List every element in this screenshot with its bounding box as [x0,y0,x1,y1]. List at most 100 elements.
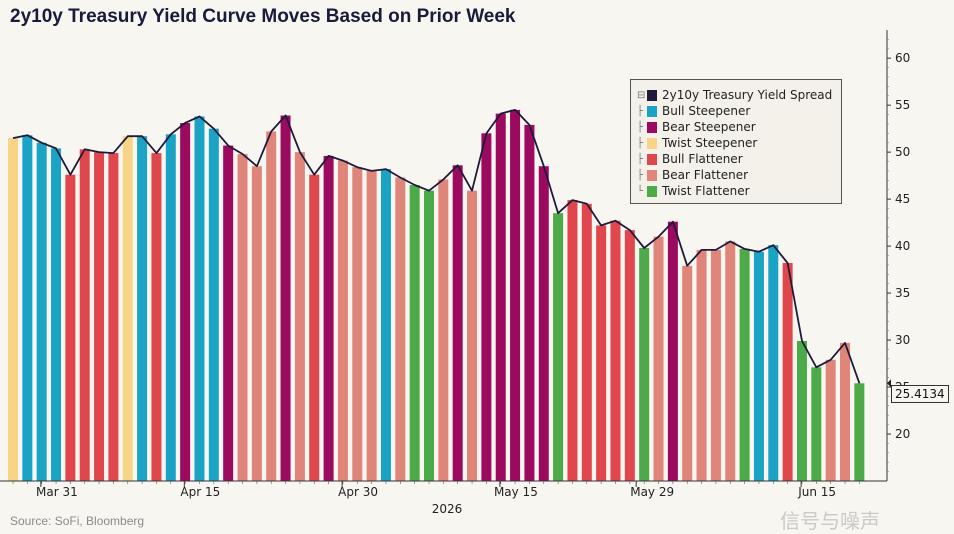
tree-branch-icon: ├ [637,169,644,181]
bar [467,190,478,481]
legend-item: ├ Twist Steepener [637,135,757,151]
bar [180,123,191,482]
bar [825,359,836,481]
tree-branch-icon: └ [637,185,644,197]
bar [51,148,62,481]
bar [567,200,578,482]
bar [208,128,219,481]
bar [8,138,18,482]
bar [682,265,693,481]
bar [710,249,721,481]
legend-item: ├ Bear Steepener [637,119,756,135]
bar [65,174,76,481]
tree-branch-icon: ├ [637,105,644,117]
bar [610,220,621,481]
legend-label: Twist Flattener [662,184,750,198]
bar [753,251,764,481]
bar [194,116,205,482]
x-tick-label: Jun 15 [797,485,836,499]
legend-label: Bear Flattener [662,168,749,182]
legend-label: Twist Steepener [662,136,758,150]
legend-label: Bull Flattener [662,152,743,166]
bar [251,166,262,482]
bar [510,109,521,481]
bar [481,133,492,481]
y-tick-label: 40 [895,239,910,253]
legend-label: 2y10y Treasury Yield Spread [662,88,833,102]
bar [79,149,90,481]
bar [782,263,793,481]
bar [768,245,779,481]
bar [811,367,822,481]
tree-collapse-icon[interactable]: ⊟ [637,89,646,101]
bar [352,167,363,481]
bar [165,134,176,481]
legend-item: ├ Bear Flattener [637,167,748,183]
spread-line-group [12,109,861,384]
bar [366,170,377,481]
legend-swatch [647,185,657,197]
bar [524,124,535,481]
bar [796,341,807,481]
legend-label: Bear Steepener [662,120,756,134]
bar [380,169,391,481]
bar [395,177,406,481]
bar [696,249,707,481]
bar [137,136,148,481]
bar [667,221,678,482]
bar [854,383,865,481]
tree-branch-icon: ├ [637,121,644,133]
bar [653,236,664,481]
bar [122,136,133,481]
bar [495,113,506,481]
bar [294,152,305,482]
bar [237,154,248,481]
legend-item: ├ Bull Flattener [637,151,743,167]
y-tick-label: 45 [895,192,910,206]
x-tick-label: Mar 31 [36,485,78,499]
bar [424,190,435,481]
legend-item: └ Twist Flattener [637,183,750,199]
bar [725,241,736,481]
legend-swatch [647,105,657,117]
legend-swatch [647,137,657,149]
x-axis: Mar 31 Apr 15 Apr 30 May 15 May 29 Jun 15 2026 [0,480,887,516]
bar [840,342,851,481]
legend-item-line: ⊟ 2y10y Treasury Yield Spread [637,87,832,103]
bar [94,152,105,482]
bar [639,247,650,481]
bar [596,225,607,481]
bar [553,213,564,481]
legend-label: Bull Steepener [662,104,751,118]
bar [36,142,47,481]
legend-item: ├ Bull Steepener [637,103,750,119]
bar [22,135,33,481]
spread-line [12,109,861,384]
bar [266,131,277,481]
last-value-marker [887,379,891,388]
y-tick-label: 20 [895,427,910,441]
y-axis: 202530354045505560 [886,30,910,481]
legend: ⊟ 2y10y Treasury Yield Spread ├ Bull Stee… [630,79,842,204]
x-tick-label: May 15 [494,485,538,499]
bar [280,115,291,482]
bar [452,165,463,482]
bar [223,145,234,481]
legend-swatch [647,169,657,181]
y-tick-label: 60 [895,51,910,65]
y-tick-label: 30 [895,333,910,347]
legend-swatch [647,121,657,133]
x-axis-year-label: 2026 [432,502,463,516]
last-value-label: 25.4134 [891,385,949,403]
y-tick-label: 35 [895,286,910,300]
bar [624,230,635,481]
bar [108,153,119,481]
bars-group [8,109,865,482]
bar [323,155,334,481]
bar [151,153,162,481]
legend-swatch [647,89,657,101]
bar [309,174,320,481]
tree-branch-icon: ├ [637,137,644,149]
y-tick-label: 50 [895,145,910,159]
